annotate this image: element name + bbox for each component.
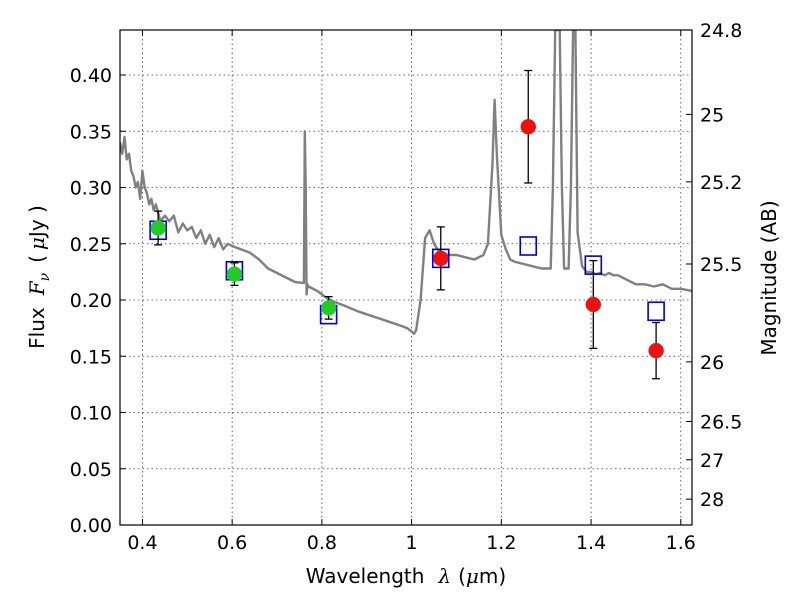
- model-photometry-point: [647, 301, 665, 322]
- y2-tick-label: 26: [700, 352, 724, 374]
- x-axis-label-symbol: λ: [437, 564, 451, 588]
- y-tick-label: 0.05: [70, 459, 112, 481]
- x-tick-label: 0.4: [127, 532, 157, 554]
- y-tick-label: 0.40: [70, 65, 112, 87]
- y-tick-label: 0.25: [70, 234, 112, 256]
- y2-tick-label: 25: [700, 104, 724, 126]
- nir-photometry-point: [520, 119, 537, 135]
- y-tick-label: 0.35: [70, 121, 112, 143]
- plot-frame: [119, 29, 693, 526]
- x-tick-label: 1.4: [576, 532, 606, 554]
- optical-photometry-point: [150, 220, 166, 236]
- y-tick-label: 0.30: [70, 178, 112, 200]
- x-tick-label: 1: [406, 532, 418, 554]
- x-axis-label-text: Wavelength: [306, 564, 425, 588]
- x-tick-label: 1.6: [666, 532, 696, 554]
- x-tick-label: 1.2: [486, 532, 516, 554]
- x-axis-label: Wavelength λ (μm): [306, 564, 506, 588]
- model-photometry-point: [519, 236, 538, 256]
- y-axis-label-symbol: F: [25, 280, 49, 296]
- y-axis-label-symbol-sub: ν: [37, 272, 53, 281]
- y2-tick-label: 24.8: [700, 20, 742, 42]
- y2-tick-label: 25.5: [700, 254, 742, 276]
- y2-tick-label: 26.5: [700, 412, 742, 434]
- y2-axis-label: Magnitude (AB): [757, 200, 781, 355]
- model-spectrum-line: [120, 30, 692, 335]
- y-tick-label: 0.00: [70, 515, 112, 537]
- y-axis-label-unit-suffix: Jy ): [25, 205, 49, 239]
- nir-photometry-point: [433, 250, 449, 267]
- nir-photometry-point: [585, 296, 602, 313]
- y-axis-label-unit-prefix: (: [25, 255, 49, 263]
- y-tick-label: 0.15: [70, 346, 112, 368]
- y-axis-label-text: Flux: [25, 307, 49, 349]
- optical-photometry-point: [226, 266, 243, 282]
- y2-tick-label: 25.2: [700, 172, 742, 194]
- y2-tick-label: 28: [700, 489, 724, 511]
- y-axis-label: Flux Fν ( μJy ): [25, 205, 53, 349]
- x-tick-label: 0.8: [307, 532, 337, 554]
- y-tick-label: 0.10: [70, 403, 112, 425]
- nir-photometry-point: [648, 342, 664, 359]
- y-tick-label: 0.20: [70, 290, 112, 312]
- x-tick-label: 0.6: [217, 532, 247, 554]
- y2-tick-label: 27: [700, 450, 724, 472]
- y-axis-label-unit-mu: μ: [25, 237, 49, 250]
- optical-photometry-point: [320, 300, 337, 316]
- grid-lines: [120, 30, 692, 526]
- x-axis-label-unit-mu: μ: [466, 564, 479, 588]
- x-axis-label-unit-suffix: m): [479, 564, 506, 588]
- x-axis-label-unit-prefix: (: [458, 564, 466, 588]
- axis-ticks: 0.4 0.6 0.8 1 1.2 1.4 1.6 0.00 0.05 0.10 0.15 0.20 0…: [70, 20, 743, 554]
- plot-area: [120, 30, 692, 380]
